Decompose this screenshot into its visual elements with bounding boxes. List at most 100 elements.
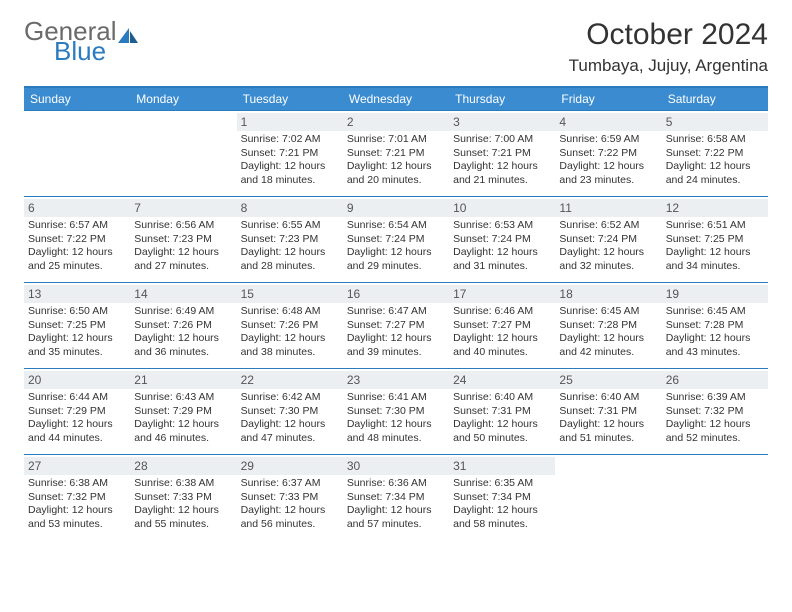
day-detail-line: and 43 minutes. [666, 346, 764, 360]
calendar-day-cell: 22 Sunrise: 6:42 AMSunset: 7:30 PMDayligh… [237, 369, 343, 455]
day-detail-line: and 44 minutes. [28, 432, 126, 446]
day-detail-line: and 18 minutes. [241, 174, 339, 188]
day-detail-line: and 39 minutes. [347, 346, 445, 360]
calendar-day-cell: 6Sunrise: 6:57 AMSunset: 7:22 PMDaylight… [24, 197, 130, 283]
day-detail-line: Sunset: 7:21 PM [241, 147, 339, 161]
day-detail-line: and 35 minutes. [28, 346, 126, 360]
day-detail-line: Sunset: 7:33 PM [134, 491, 232, 505]
day-detail-line: and 56 minutes. [241, 518, 339, 532]
day-detail-line: Sunset: 7:32 PM [28, 491, 126, 505]
day-detail-line: Sunset: 7:27 PM [453, 319, 551, 333]
day-detail-line: Sunrise: 7:02 AM [241, 133, 339, 147]
day-details: Sunrise: 6:51 AMSunset: 7:25 PMDaylight:… [666, 219, 764, 274]
day-detail-line: Daylight: 12 hours [347, 246, 445, 260]
calendar-day-cell: 5Sunrise: 6:58 AMSunset: 7:22 PMDaylight… [662, 111, 768, 197]
day-details: Sunrise: 7:00 AMSunset: 7:21 PMDaylight:… [453, 133, 551, 188]
calendar-day-cell: 28Sunrise: 6:38 AMSunset: 7:33 PMDayligh… [130, 455, 236, 541]
day-detail-line: Sunset: 7:30 PM [241, 405, 339, 419]
day-details: Sunrise: 7:01 AMSunset: 7:21 PMDaylight:… [347, 133, 445, 188]
day-detail-line: Sunset: 7:24 PM [453, 233, 551, 247]
day-detail-line: Sunrise: 6:45 AM [559, 305, 657, 319]
calendar-day-cell: 30Sunrise: 6:36 AMSunset: 7:34 PMDayligh… [343, 455, 449, 541]
day-details: Sunrise: 6:53 AMSunset: 7:24 PMDaylight:… [453, 219, 551, 274]
day-detail-line: and 29 minutes. [347, 260, 445, 274]
day-number: 9 [343, 199, 449, 217]
day-number: 20 [24, 371, 130, 389]
day-detail-line: Sunrise: 6:57 AM [28, 219, 126, 233]
day-number: 7 [130, 199, 236, 217]
calendar-day-cell: 3Sunrise: 7:00 AMSunset: 7:21 PMDaylight… [449, 111, 555, 197]
calendar-empty-cell [662, 455, 768, 541]
calendar-day-cell: 18Sunrise: 6:45 AMSunset: 7:28 PMDayligh… [555, 283, 661, 369]
day-details: Sunrise: 6:40 AMSunset: 7:31 PMDaylight:… [453, 391, 551, 446]
day-details: Sunrise: 6:41 AMSunset: 7:30 PMDaylight:… [347, 391, 445, 446]
calendar-week-row: 13Sunrise: 6:50 AMSunset: 7:25 PMDayligh… [24, 283, 768, 369]
title-block: October 2024 Tumbaya, Jujuy, Argentina [569, 18, 768, 76]
day-detail-line: and 27 minutes. [134, 260, 232, 274]
day-detail-line: Daylight: 12 hours [559, 332, 657, 346]
calendar-day-cell: 31Sunrise: 6:35 AMSunset: 7:34 PMDayligh… [449, 455, 555, 541]
day-details: Sunrise: 6:59 AMSunset: 7:22 PMDaylight:… [559, 133, 657, 188]
calendar-day-cell: 13Sunrise: 6:50 AMSunset: 7:25 PMDayligh… [24, 283, 130, 369]
day-detail-line: and 51 minutes. [559, 432, 657, 446]
day-detail-line: Daylight: 12 hours [241, 418, 339, 432]
day-detail-line: Sunrise: 6:43 AM [134, 391, 232, 405]
day-detail-line: Sunset: 7:29 PM [28, 405, 126, 419]
calendar-week-row: 1Sunrise: 7:02 AMSunset: 7:21 PMDaylight… [24, 111, 768, 197]
day-detail-line: Sunset: 7:29 PM [134, 405, 232, 419]
calendar-week-row: 20Sunrise: 6:44 AMSunset: 7:29 PMDayligh… [24, 369, 768, 455]
day-detail-line: Sunset: 7:22 PM [28, 233, 126, 247]
calendar-day-cell: 24Sunrise: 6:40 AMSunset: 7:31 PMDayligh… [449, 369, 555, 455]
day-detail-line: and 52 minutes. [666, 432, 764, 446]
day-details: Sunrise: 6:54 AMSunset: 7:24 PMDaylight:… [347, 219, 445, 274]
day-detail-line: Sunset: 7:25 PM [28, 319, 126, 333]
day-details: Sunrise: 6:42 AMSunset: 7:30 PMDaylight:… [241, 391, 339, 446]
day-details: Sunrise: 6:37 AMSunset: 7:33 PMDaylight:… [241, 477, 339, 532]
day-number: 26 [662, 371, 768, 389]
calendar-empty-cell [24, 111, 130, 197]
day-details: Sunrise: 6:38 AMSunset: 7:32 PMDaylight:… [28, 477, 126, 532]
day-detail-line: Sunrise: 6:48 AM [241, 305, 339, 319]
calendar-day-cell: 12 Sunrise: 6:51 AMSunset: 7:25 PMDayligh… [662, 197, 768, 283]
day-detail-line: Sunrise: 6:55 AM [241, 219, 339, 233]
day-detail-line: and 53 minutes. [28, 518, 126, 532]
weekday-header: Thursday [449, 87, 555, 111]
calendar-day-cell: 11Sunrise: 6:52 AMSunset: 7:24 PMDayligh… [555, 197, 661, 283]
day-detail-line: Daylight: 12 hours [666, 418, 764, 432]
day-detail-line: Daylight: 12 hours [347, 504, 445, 518]
day-detail-line: Daylight: 12 hours [28, 504, 126, 518]
day-detail-line: Daylight: 12 hours [241, 160, 339, 174]
day-number: 5 [662, 113, 768, 131]
day-number: 12 [662, 199, 768, 217]
day-number: 22 [237, 371, 343, 389]
calendar-day-cell: 4 Sunrise: 6:59 AMSunset: 7:22 PMDaylight… [555, 111, 661, 197]
day-number: 4 [555, 113, 661, 131]
day-number: 6 [24, 199, 130, 217]
calendar-empty-cell [555, 455, 661, 541]
day-detail-line: Sunset: 7:21 PM [453, 147, 551, 161]
day-number: 31 [449, 457, 555, 475]
day-detail-line: and 32 minutes. [559, 260, 657, 274]
day-detail-line: Sunrise: 6:37 AM [241, 477, 339, 491]
day-number: 17 [449, 285, 555, 303]
location-text: Tumbaya, Jujuy, Argentina [569, 56, 768, 76]
day-number: 23 [343, 371, 449, 389]
day-number: 2 [343, 113, 449, 131]
day-detail-line: Sunset: 7:30 PM [347, 405, 445, 419]
day-detail-line: and 50 minutes. [453, 432, 551, 446]
weekday-header-row: SundayMondayTuesdayWednesdayThursdayFrid… [24, 87, 768, 111]
day-detail-line: Daylight: 12 hours [134, 332, 232, 346]
day-detail-line: Daylight: 12 hours [453, 246, 551, 260]
day-detail-line: Sunset: 7:24 PM [347, 233, 445, 247]
brand-logo: General Blue [24, 18, 139, 64]
day-detail-line: and 40 minutes. [453, 346, 551, 360]
day-detail-line: Daylight: 12 hours [241, 332, 339, 346]
day-detail-line: Daylight: 12 hours [28, 332, 126, 346]
day-detail-line: Sunrise: 6:50 AM [28, 305, 126, 319]
day-detail-line: and 46 minutes. [134, 432, 232, 446]
day-detail-line: Sunset: 7:31 PM [453, 405, 551, 419]
day-detail-line: Daylight: 12 hours [241, 246, 339, 260]
day-detail-line: Sunrise: 6:58 AM [666, 133, 764, 147]
day-detail-line: Sunset: 7:28 PM [666, 319, 764, 333]
calendar-day-cell: 9 Sunrise: 6:54 AMSunset: 7:24 PMDaylight… [343, 197, 449, 283]
